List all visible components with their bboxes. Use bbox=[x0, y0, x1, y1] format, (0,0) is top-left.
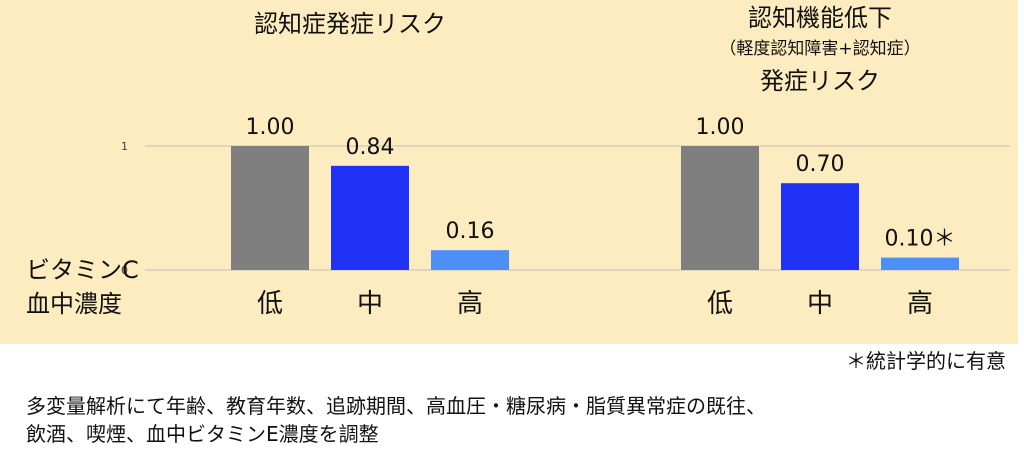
adjustment-note-line1: 多変量解析にて年齢、教育年数、追跡期間、高血圧・糖尿病・脂質異常症の既往、 bbox=[26, 394, 766, 418]
data-label-chart2-3: 0.10＊ bbox=[885, 227, 956, 252]
category-label-chart2-1: 低 bbox=[707, 289, 733, 319]
chart-panel bbox=[0, 0, 1018, 344]
category-axis-label-line1: ビタミンC bbox=[26, 256, 139, 284]
category-label-chart1-3: 高 bbox=[457, 289, 483, 319]
y-tick-label-zero: 0 bbox=[121, 264, 128, 277]
bar-chart2-2 bbox=[781, 183, 859, 270]
significance-note: ＊統計学的に有意 bbox=[846, 349, 1006, 373]
data-label-chart1-3: 0.16 bbox=[446, 219, 495, 244]
bar-chart1-2 bbox=[331, 165, 409, 270]
chart2-title-line2: （軽度認知障害+認知症） bbox=[719, 39, 921, 59]
data-label-chart2-2: 0.70 bbox=[796, 152, 845, 177]
data-label-chart1-2: 0.84 bbox=[346, 135, 395, 160]
bar-chart1-3 bbox=[431, 250, 509, 270]
bar-chart2-3 bbox=[881, 257, 959, 270]
category-label-chart1-1: 低 bbox=[257, 289, 283, 319]
y-tick-label-top: 1 bbox=[121, 140, 128, 153]
category-label-chart1-2: 中 bbox=[357, 289, 383, 319]
chart2-title-line1: 認知機能低下 bbox=[748, 4, 892, 32]
data-label-chart2-1: 1.00 bbox=[696, 115, 745, 140]
chart2-title-line3: 発症リスク bbox=[760, 67, 880, 95]
adjustment-note-line2: 飲酒、喫煙、血中ビタミンE濃度を調整 bbox=[26, 422, 379, 446]
bar-chart1-1 bbox=[231, 146, 309, 270]
category-label-chart2-3: 高 bbox=[907, 289, 933, 319]
data-label-chart1-1: 1.00 bbox=[246, 115, 295, 140]
chart1-title: 認知症発症リスク bbox=[254, 10, 446, 38]
bar-chart2-1 bbox=[681, 146, 759, 270]
category-axis-label-line2: 血中濃度 bbox=[26, 290, 122, 318]
category-label-chart2-2: 中 bbox=[807, 289, 833, 319]
